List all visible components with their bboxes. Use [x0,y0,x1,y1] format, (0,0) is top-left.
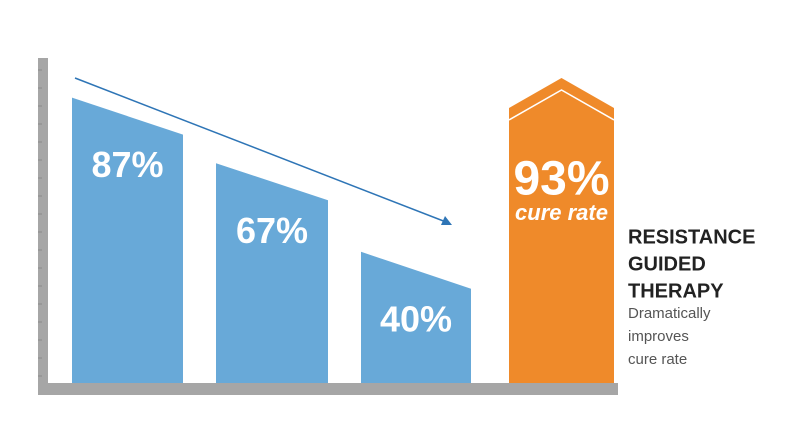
x-axis [38,383,618,395]
value-label: 40% [380,298,452,339]
bar [509,77,614,384]
labels: 87% 67% 40% 93%cure rate [91,144,609,339]
callout-title: RESISTANCE [628,226,755,248]
bar [216,163,328,383]
value-label: 67% [236,210,308,251]
callout: RESISTANCE GUIDED THERAPY Dramatically i… [628,226,755,368]
bar [72,97,183,383]
axes [38,58,618,395]
trend-arrow [74,77,452,225]
highlight-label: cure rate [515,200,608,225]
callout-title: GUIDED [628,253,706,275]
y-axis [38,58,48,395]
callout-body: improves [628,328,689,345]
axis-notches [38,69,42,377]
callout-body: cure rate [628,351,687,368]
callout-title: THERAPY [628,280,724,302]
chevron [508,89,615,121]
bars [72,77,615,384]
value-label: 93% [513,153,609,206]
bar [361,251,471,383]
callout-body: Dramatically [628,305,711,322]
value-label: 87% [91,144,163,185]
